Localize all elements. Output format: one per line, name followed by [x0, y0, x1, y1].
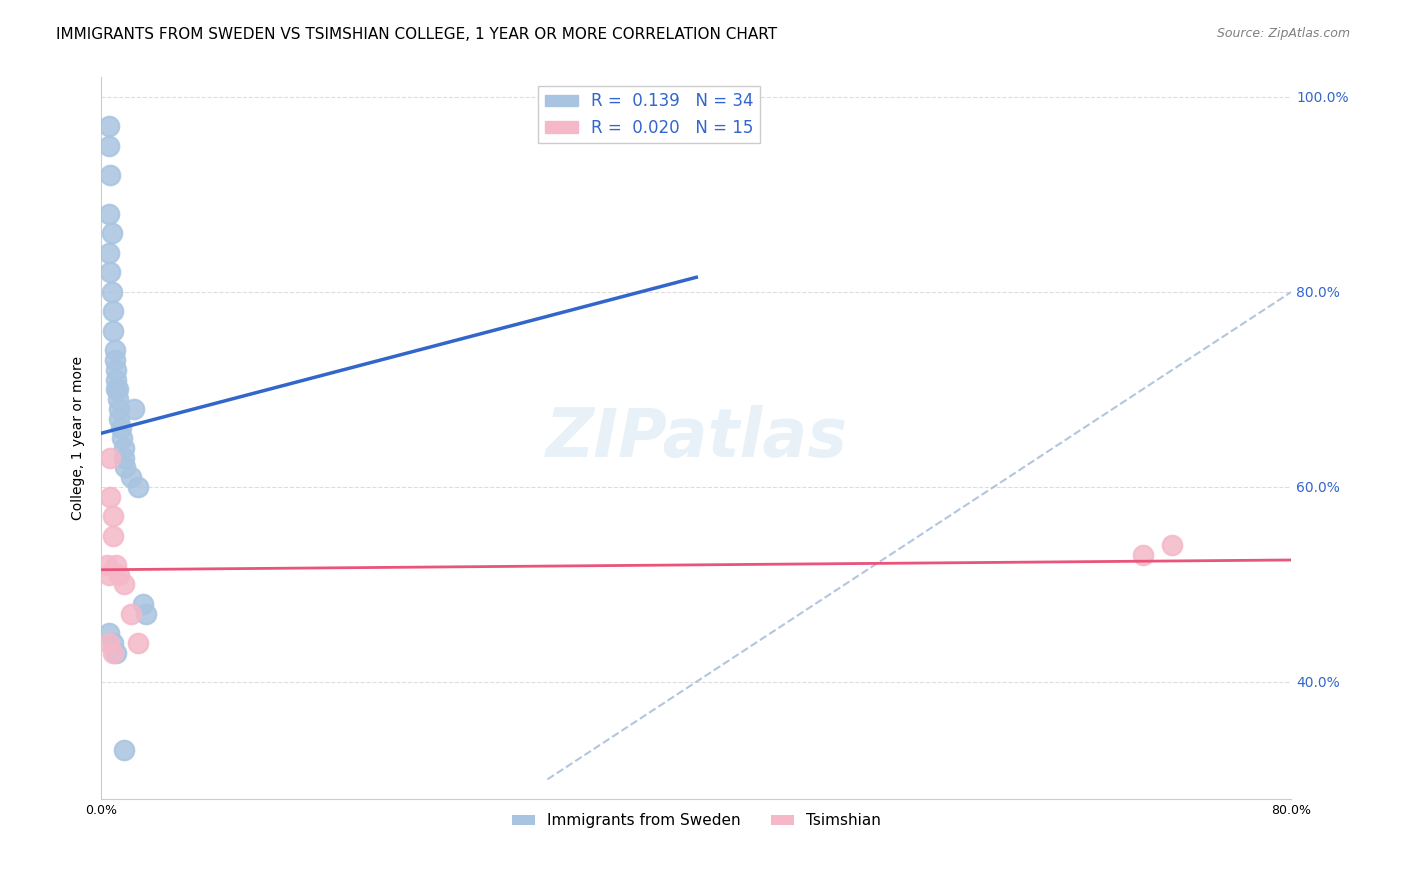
Point: [101, 528, 124, 542]
Point: [104, 353, 127, 368]
Point: [101, 509, 124, 524]
Point: [98, 490, 121, 504]
Point: [105, 646, 128, 660]
Point: [105, 558, 128, 572]
Text: Source: ZipAtlas.com: Source: ZipAtlas.com: [1216, 27, 1350, 40]
Point: [97, 567, 120, 582]
Point: [114, 460, 136, 475]
Point: [112, 450, 135, 465]
Point: [100, 285, 122, 299]
Point: [108, 411, 131, 425]
Point: [105, 383, 128, 397]
Point: [101, 646, 124, 660]
Point: [107, 383, 129, 397]
Point: [1161, 538, 1184, 552]
Text: IMMIGRANTS FROM SWEDEN VS TSIMSHIAN COLLEGE, 1 YEAR OR MORE CORRELATION CHART: IMMIGRANTS FROM SWEDEN VS TSIMSHIAN COLL…: [56, 27, 778, 42]
Point: [110, 421, 132, 435]
Point: [108, 401, 131, 416]
Point: [105, 363, 128, 377]
Point: [112, 577, 135, 591]
Point: [100, 227, 122, 241]
Point: [122, 401, 145, 416]
Point: [112, 743, 135, 757]
Point: [111, 431, 134, 445]
Point: [120, 607, 142, 621]
Point: [127, 480, 149, 494]
Point: [107, 392, 129, 406]
Point: [101, 304, 124, 318]
Point: [108, 567, 131, 582]
Point: [101, 324, 124, 338]
Point: [98, 168, 121, 182]
Point: [132, 597, 155, 611]
Point: [97, 626, 120, 640]
Point: [101, 636, 124, 650]
Point: [96, 558, 118, 572]
Point: [104, 343, 127, 358]
Y-axis label: College, 1 year or more: College, 1 year or more: [72, 356, 86, 520]
Point: [98, 450, 121, 465]
Point: [105, 373, 128, 387]
Point: [97, 138, 120, 153]
Point: [97, 636, 120, 650]
Point: [120, 470, 142, 484]
Point: [127, 636, 149, 650]
Legend: Immigrants from Sweden, Tsimshian: Immigrants from Sweden, Tsimshian: [506, 807, 887, 835]
Point: [97, 119, 120, 133]
Point: [97, 207, 120, 221]
Point: [135, 607, 157, 621]
Text: ZIPatlas: ZIPatlas: [546, 405, 848, 471]
Point: [97, 246, 120, 260]
Point: [98, 265, 121, 279]
Point: [610, 95, 633, 109]
Point: [1132, 548, 1154, 562]
Point: [112, 441, 135, 455]
